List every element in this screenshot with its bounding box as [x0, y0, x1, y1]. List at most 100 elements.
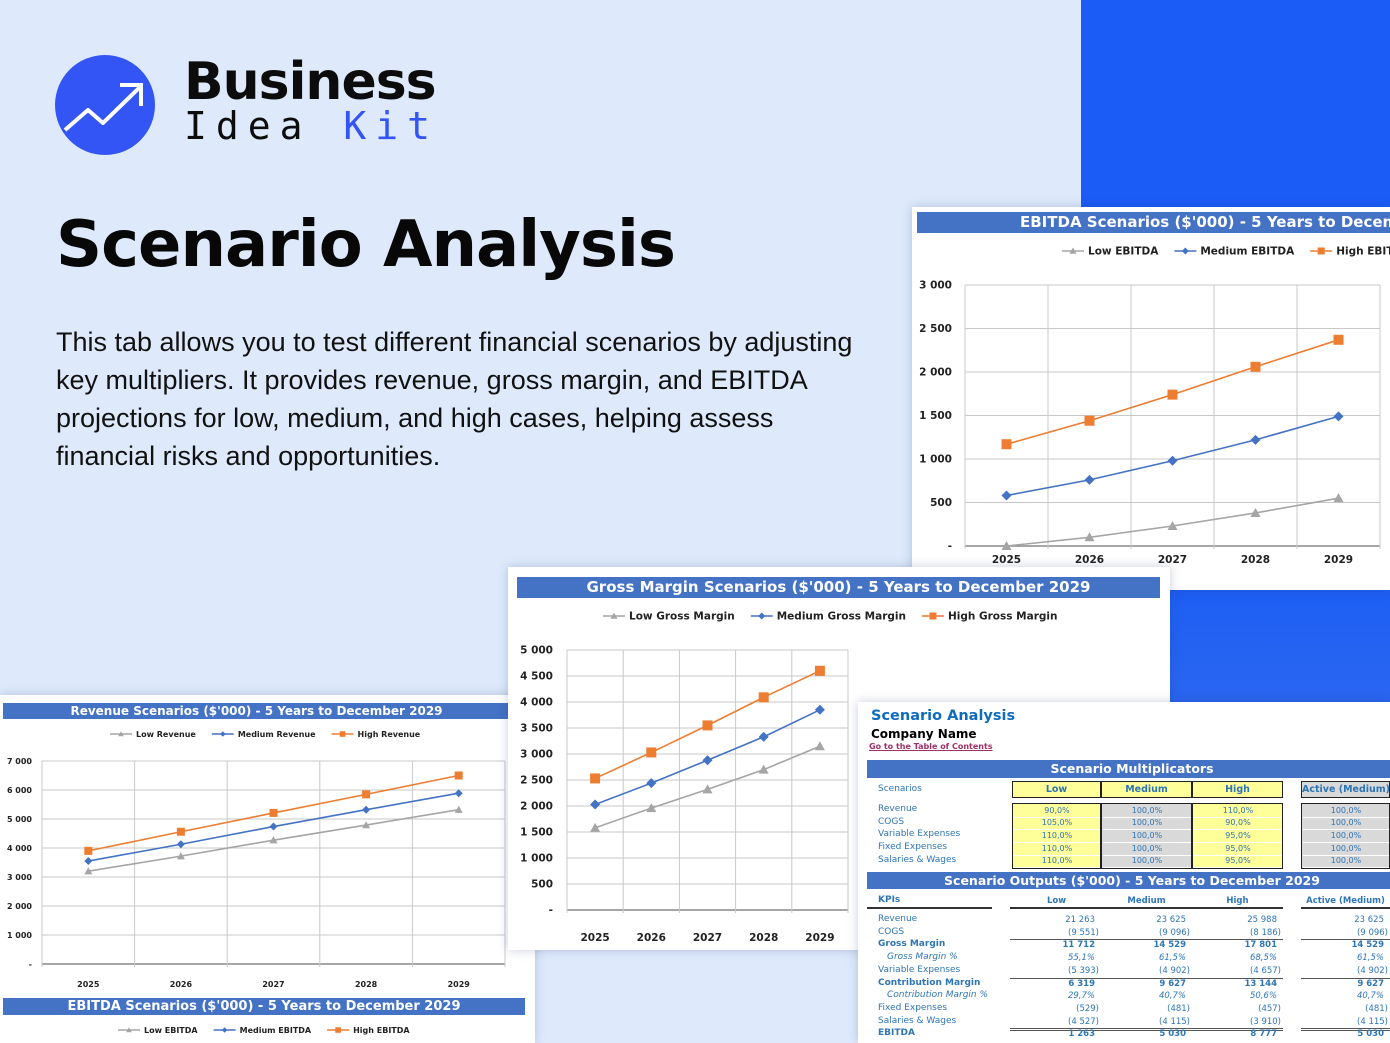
data-point	[1167, 455, 1178, 466]
outputs-header: Scenario Outputs ($'000) - 5 Years to De…	[867, 872, 1390, 889]
data-point	[814, 704, 825, 715]
output-value: 40,7%	[1356, 991, 1384, 1002]
data-point	[1333, 334, 1344, 345]
multiplier-value-input[interactable]: 95,0%	[1194, 855, 1282, 869]
legend-label: Medium EBITDA	[240, 1026, 312, 1035]
multiplier-value-input[interactable]: 95,0%	[1194, 830, 1282, 843]
multiplier-column-box	[1192, 803, 1283, 869]
output-column-header: Low	[1046, 896, 1067, 906]
multiplier-value-input[interactable]: 100,0%	[1303, 805, 1389, 818]
y-tick-label: 1 500	[919, 410, 952, 422]
logo-word-kit: Kit	[343, 104, 440, 148]
output-value: (5 393)	[1068, 965, 1099, 976]
output-value: (529)	[1076, 1003, 1099, 1014]
multiplier-value-input[interactable]: 95,0%	[1194, 843, 1282, 856]
multiplier-value-input[interactable]: 90,0%	[1194, 817, 1282, 831]
multiplier-value-input[interactable]: 100,0%	[1103, 855, 1191, 869]
y-tick-label: 1 000	[520, 853, 553, 865]
multiplier-value-input[interactable]: 100,0%	[1303, 843, 1389, 856]
y-tick-label: 500	[930, 497, 952, 509]
y-tick-label: 1 000	[7, 931, 32, 940]
data-point	[758, 764, 769, 774]
output-value: 29,7%	[1067, 991, 1095, 1002]
multiplier-value-input[interactable]: 100,0%	[1103, 830, 1191, 843]
multiplier-value-input[interactable]: 110,0%	[1014, 843, 1100, 856]
x-tick-label: 2025	[77, 980, 100, 989]
legend-label: Low EBITDA	[1088, 246, 1159, 258]
data-point	[590, 822, 601, 832]
output-value: (481)	[1365, 1003, 1388, 1014]
legend-marker-square	[1317, 247, 1325, 255]
multiplier-row-label: Revenue	[878, 804, 918, 814]
chart-title: Revenue Scenarios ($'000) - 5 Years to D…	[3, 703, 510, 719]
data-point	[646, 747, 657, 758]
y-tick-label: 4 000	[7, 844, 32, 853]
active-underline	[1301, 907, 1390, 909]
output-value: 23 625	[1354, 915, 1384, 925]
sum-line	[1301, 1028, 1390, 1032]
y-tick-label: 3 000	[919, 280, 952, 292]
data-point	[362, 805, 371, 814]
multiplier-value-input[interactable]: 110,0%	[1194, 805, 1282, 818]
multiplier-column-box	[1301, 803, 1390, 869]
x-tick-label: 2027	[262, 980, 284, 989]
legend-marker-triangle	[126, 1027, 132, 1033]
data-point	[1333, 411, 1344, 422]
sum-line	[1010, 977, 1283, 979]
output-value: (4 115)	[1159, 1016, 1190, 1027]
multiplier-value-input[interactable]: 100,0%	[1103, 843, 1191, 856]
output-value: 8 777	[1250, 1029, 1277, 1040]
output-row-label: Revenue	[878, 914, 918, 924]
y-tick-label: 500	[531, 879, 553, 891]
multiplier-value-input[interactable]: 90,0%	[1014, 805, 1100, 818]
x-tick-label: 2029	[1324, 554, 1353, 566]
legend-label: High Gross Margin	[948, 611, 1058, 623]
toc-link[interactable]: Go to the Table of Contents	[869, 742, 993, 751]
scenarios-label: Scenarios	[878, 784, 922, 794]
data-point	[1167, 520, 1178, 530]
output-row-label: Contribution Margin %	[887, 990, 989, 1001]
data-point	[590, 773, 601, 784]
y-tick-label: 3 500	[520, 723, 553, 735]
x-tick-label: 2026	[170, 980, 193, 989]
legend-label: Medium Gross Margin	[777, 611, 906, 623]
x-tick-label: 2029	[448, 980, 471, 989]
data-point	[176, 840, 185, 849]
data-point	[702, 720, 713, 731]
output-value: 6 319	[1068, 978, 1095, 989]
output-value: (9 551)	[1068, 927, 1099, 938]
multiplier-value-input[interactable]: 105,0%	[1014, 817, 1100, 831]
output-value: 21 263	[1065, 915, 1095, 925]
legend-marker-triangle	[610, 612, 618, 619]
y-tick-label: -	[549, 905, 553, 917]
multiplier-value-input[interactable]: 100,0%	[1303, 817, 1389, 831]
output-value: 1 263	[1068, 1029, 1095, 1040]
multiplier-value-input[interactable]: 100,0%	[1303, 855, 1389, 869]
y-tick-label: 2 000	[919, 367, 952, 379]
x-tick-label: 2025	[580, 932, 609, 944]
output-row-label: COGS	[878, 926, 905, 937]
output-value: 68,5%	[1249, 953, 1277, 964]
multiplier-value-input[interactable]: 110,0%	[1014, 830, 1100, 843]
data-point	[814, 665, 825, 676]
data-point	[646, 778, 657, 789]
output-value: (4 657)	[1250, 965, 1281, 976]
multiplier-value-input[interactable]: 100,0%	[1103, 817, 1191, 831]
y-tick-label: 1 000	[919, 454, 952, 466]
multiplier-value-input[interactable]: 100,0%	[1303, 830, 1389, 843]
y-tick-label: 2 000	[7, 902, 32, 911]
page-description: This tab allows you to test different fi…	[56, 327, 853, 471]
y-tick-label: 2 500	[919, 323, 952, 335]
multiplier-row-label: COGS	[878, 816, 905, 827]
multiplier-row-label: Salaries & Wages	[878, 854, 957, 865]
legend-label: Medium Revenue	[238, 730, 316, 739]
multiplier-value-input[interactable]: 100,0%	[1103, 805, 1191, 818]
output-value: 9 627	[1159, 978, 1186, 989]
multiplier-value-input[interactable]: 110,0%	[1014, 855, 1100, 869]
y-tick-label: 5 000	[7, 815, 32, 824]
data-point	[84, 867, 93, 875]
y-tick-label: 3 000	[520, 749, 553, 761]
logo-word-idea: Idea	[184, 104, 312, 148]
scenario-sheet-card: Scenario Analysis Company Name Go to the…	[858, 702, 1390, 1043]
y-tick-label: 4 000	[520, 697, 553, 709]
